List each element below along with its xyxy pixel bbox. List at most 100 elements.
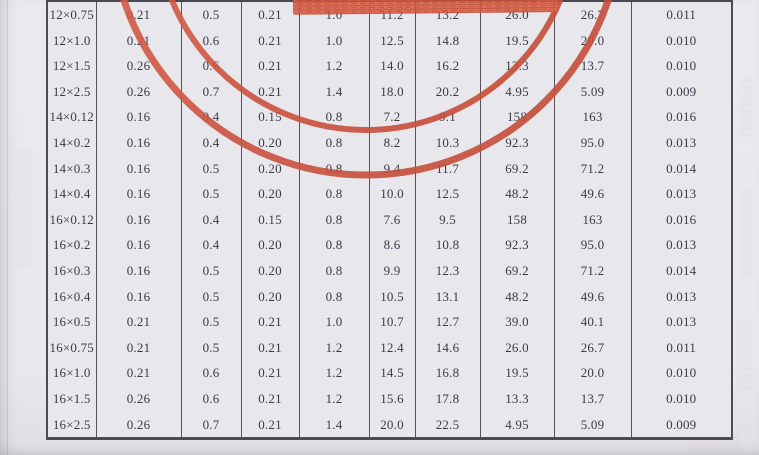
value-cell: 0.6: [180, 53, 241, 79]
value-cell: 0.16: [95, 206, 181, 233]
value-cell: 0.21: [95, 334, 181, 361]
size-cell: 16×0.12: [49, 211, 94, 227]
table-row: 16×0.75 0.21 0.5 0.21 1.2 12.4 14.6 26.0 26.7 0.0…: [47, 334, 732, 361]
value-cell: 49.6: [553, 181, 631, 207]
value-cell: 0.8: [298, 181, 369, 207]
value-cell: 0.5: [180, 334, 241, 361]
value-cell: 0.26: [95, 411, 181, 439]
value-cell: 1.2: [298, 334, 369, 361]
value-cell: 20.2: [414, 78, 480, 105]
value-cell: 0.016: [630, 206, 732, 233]
value-cell: 0.20: [240, 232, 299, 258]
value-cell: 7.6: [368, 206, 415, 233]
value-cell: 8.6: [368, 232, 415, 258]
table-row: 12×0.75 0.21 0.5 0.21 1.0 11.2 13.2 26.0 26.7 0.0…: [47, 1, 732, 28]
value-cell: 0.21: [95, 1, 181, 28]
value-cell: 0.5: [180, 1, 241, 28]
value-cell: 0.5: [180, 155, 241, 182]
value-cell: 0.010: [630, 360, 732, 386]
value-cell: 0.16: [95, 129, 181, 156]
value-cell: 9.9: [368, 257, 415, 284]
value-cell: 15.6: [368, 385, 415, 412]
value-cell: 0.009: [630, 78, 732, 105]
value-cell: 0.15: [240, 104, 299, 130]
value-cell: 95.0: [553, 129, 631, 156]
value-cell: 0.014: [630, 155, 732, 182]
table-row: 14×0.12 0.16 0.4 0.15 0.8 7.2 9.1 158 163 0.016: [47, 104, 732, 130]
value-cell: 0.21: [240, 27, 299, 54]
value-cell: 0.21: [95, 27, 181, 54]
value-cell: 14.5: [368, 360, 415, 386]
table-row: 16×0.3 0.16 0.5 0.20 0.8 9.9 12.3 69.2 71.2 0.014: [47, 257, 732, 284]
value-cell: 0.26: [95, 78, 181, 105]
value-cell: 0.21: [95, 360, 181, 386]
value-cell: 1.4: [298, 411, 369, 439]
value-cell: 0.4: [180, 104, 241, 130]
value-cell: 13.3: [479, 385, 554, 412]
value-cell: 0.013: [630, 129, 732, 156]
value-cell: 11.7: [414, 155, 480, 182]
table-row: 16×1.0 0.21 0.6 0.21 1.2 14.5 16.8 19.5 20.0 0.01…: [47, 360, 732, 386]
value-cell: 10.5: [368, 283, 415, 310]
value-cell: 0.013: [630, 309, 732, 335]
value-cell: 0.26: [95, 385, 181, 412]
value-cell: 0.014: [630, 257, 732, 284]
value-cell: 13.7: [553, 53, 631, 79]
value-cell: 9.4: [368, 155, 415, 182]
value-cell: 13.1: [414, 283, 480, 310]
value-cell: 49.6: [553, 283, 631, 310]
value-cell: 0.21: [240, 53, 299, 79]
value-cell: 0.16: [95, 181, 181, 207]
value-cell: 26.0: [479, 1, 554, 28]
value-cell: 1.0: [298, 1, 369, 28]
value-cell: 0.5: [180, 309, 241, 335]
size-cell: 14×0.2: [52, 134, 91, 150]
value-cell: 9.1: [414, 104, 480, 130]
data-table: 12×0.75 0.21 0.5 0.21 1.0 11.2 13.2 26.0 26.7 0.0…: [46, 0, 733, 441]
value-cell: 95.0: [553, 232, 631, 258]
value-cell: 5.09: [553, 411, 631, 439]
table-row: 14×0.4 0.16 0.5 0.20 0.8 10.0 12.5 48.2 49.6 0.01…: [47, 181, 732, 207]
value-cell: 13.3: [479, 53, 554, 79]
value-cell: 0.4: [180, 232, 241, 258]
size-cell: 14×0.4: [52, 186, 91, 202]
value-cell: 39.0: [479, 309, 554, 335]
value-cell: 0.016: [630, 104, 732, 130]
table-row: 16×0.4 0.16 0.5 0.20 0.8 10.5 13.1 48.2 49.6 0.01…: [47, 283, 732, 310]
value-cell: 26.7: [553, 1, 631, 28]
value-cell: 9.5: [414, 206, 480, 233]
value-cell: 0.16: [95, 104, 181, 130]
value-cell: 0.6: [180, 385, 241, 412]
value-cell: 0.4: [180, 129, 241, 156]
value-cell: 1.4: [298, 78, 369, 105]
table-row: 16×1.5 0.26 0.6 0.21 1.2 15.6 17.8 13.3 13.7 0.01…: [47, 385, 732, 412]
value-cell: 20.0: [553, 360, 631, 386]
size-cell: 16×0.4: [52, 288, 91, 304]
value-cell: 19.5: [479, 360, 554, 386]
size-cell: 12×2.5: [52, 83, 91, 99]
value-cell: 0.8: [298, 155, 369, 182]
value-cell: 12.7: [414, 309, 480, 335]
value-cell: 1.0: [298, 309, 369, 335]
value-cell: 12.5: [368, 27, 415, 54]
value-cell: 1.2: [298, 53, 369, 79]
value-cell: 0.7: [180, 78, 241, 105]
table-row: 12×1.5 0.26 0.6 0.21 1.2 14.0 16.2 13.3 13.7 0.01…: [47, 53, 732, 79]
value-cell: 40.1: [553, 309, 631, 335]
value-cell: 17.8: [414, 385, 480, 412]
ghost-print-artifact: [14, 150, 32, 270]
value-cell: 0.20: [240, 181, 299, 207]
value-cell: 0.013: [630, 181, 732, 207]
value-cell: 0.013: [630, 283, 732, 310]
value-cell: 12.3: [414, 257, 480, 284]
value-cell: 71.2: [553, 257, 631, 284]
size-cell: 12×1.0: [52, 32, 91, 48]
value-cell: 4.95: [479, 78, 554, 105]
ghost-print-artifact: [737, 320, 753, 390]
ghost-print-artifact: [738, 80, 754, 140]
value-cell: 0.21: [240, 385, 299, 412]
size-cell: 12×1.5: [52, 58, 91, 74]
value-cell: 0.6: [180, 360, 241, 386]
value-cell: 0.8: [298, 283, 369, 310]
